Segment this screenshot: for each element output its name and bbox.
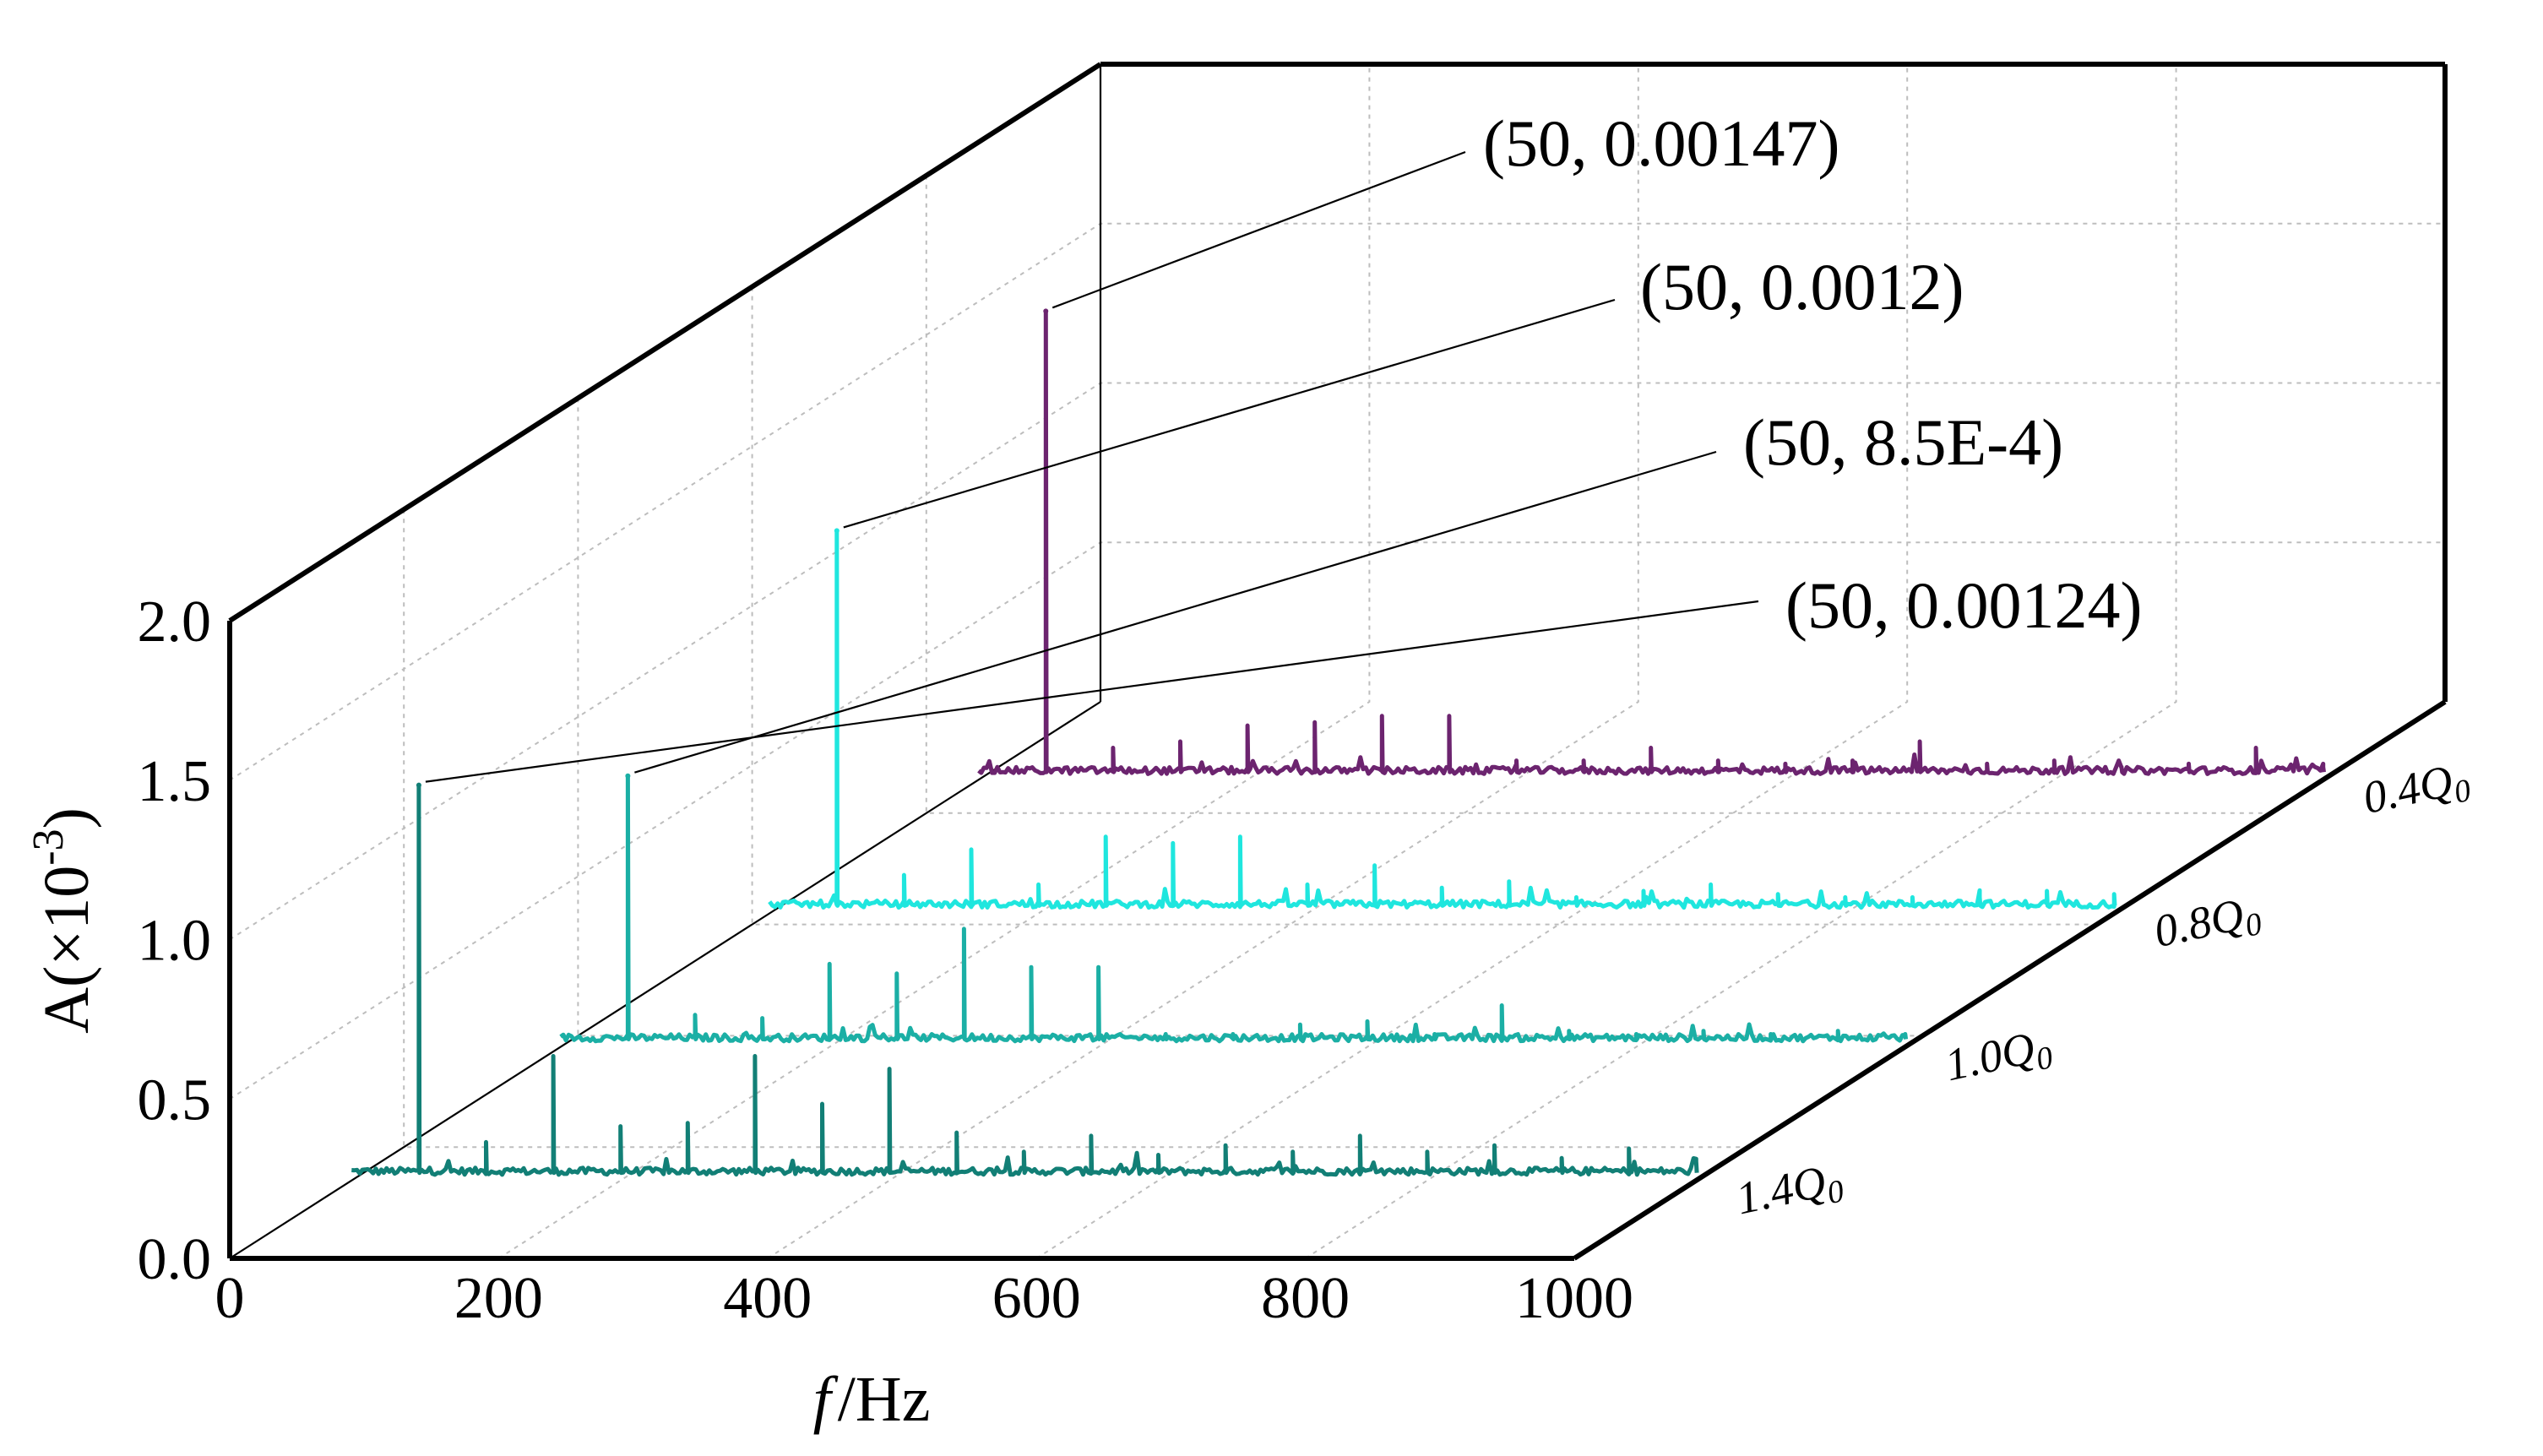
y-axis-label: A(×10-3)	[24, 807, 102, 1034]
y-tick-label-2: 1.0	[138, 909, 212, 974]
gridline-depth-2	[751, 286, 2097, 926]
annotation-label-1.4Q0: (50, 0.00124)	[1785, 568, 2142, 642]
annotation-label-1.0Q0: (50, 8.5E-4)	[1743, 405, 2063, 479]
y-axis-label-main: A(×10	[31, 866, 102, 1034]
grid-layer	[229, 63, 2446, 1259]
annotation-leader-1.0Q0	[634, 450, 1717, 774]
y-tick-label-1: 0.5	[138, 1068, 212, 1133]
gridline-y-4	[229, 63, 2445, 622]
peak-point-1.4Q0	[416, 782, 421, 788]
gridline-y-2	[229, 382, 2445, 941]
gridline-x-4	[1305, 64, 2177, 1259]
x-axis-label: f/Hz	[813, 1364, 931, 1435]
peak-point-0.8Q0	[834, 528, 840, 534]
depth-label-0.4Q0: 0.4Q0	[2359, 752, 2475, 829]
annotation-leader-1.4Q0	[425, 600, 1759, 783]
depth-label-main: 1.0Q	[1941, 1022, 2040, 1090]
y-tick-label-3: 1.5	[138, 749, 212, 814]
x-tick-label-2: 400	[723, 1266, 812, 1331]
annotation-leader-0.8Q0	[843, 298, 1616, 529]
annotation-leader-0.4Q0	[1051, 150, 1466, 309]
series-line-0.8Q0	[768, 528, 2117, 910]
series-0.4Q0: 0.4Q0	[977, 308, 2475, 829]
series-layer: 1.4Q0 1.0Q0 0.8Q0 0.4Q0	[351, 308, 2475, 1231]
x-tick-label-3: 600	[992, 1266, 1081, 1331]
y-tick-label-0: 0.0	[138, 1227, 212, 1292]
depth-label-1.4Q0: 1.4Q0	[1731, 1153, 1847, 1231]
gridline-depth-0	[403, 509, 1749, 1149]
gridline-x-3	[1035, 64, 1909, 1259]
series-line-1.4Q0	[351, 783, 1699, 1177]
x-tick-label-5: 1000	[1515, 1266, 1633, 1331]
depth-label-0.8Q0: 0.8Q0	[2149, 885, 2265, 963]
top-left-depth-edge	[228, 62, 1102, 623]
series-line-0.4Q0	[977, 308, 2326, 776]
gridline-y-3	[229, 222, 2445, 781]
depth-label-main: 0.8Q	[2149, 888, 2248, 957]
peak-point-1.0Q0	[625, 773, 631, 779]
floor-left-depth-edge	[229, 701, 1101, 1259]
depth-label-main: 0.4Q	[2359, 755, 2458, 823]
annotation-layer: (50, 0.00124) (50, 8.5E-4) (50, 0.0012) (50…	[425, 106, 2142, 783]
series-line-1.0Q0	[559, 774, 1909, 1044]
series-1.0Q0: 1.0Q0	[559, 773, 2057, 1097]
y-axis-label-exponent: -3	[24, 829, 73, 865]
x-tick-label-4: 800	[1261, 1266, 1350, 1331]
gridline-x-5	[1573, 64, 2446, 1259]
gridline-x-1	[497, 64, 1371, 1259]
gridline-depth-1	[577, 398, 1923, 1037]
gridline-x-2	[767, 64, 1639, 1259]
y-tick-label-4: 2.0	[138, 589, 212, 655]
depth-label-main: 1.4Q	[1731, 1156, 1830, 1225]
x-axis-label-unit: /Hz	[838, 1364, 931, 1435]
annotation-label-0.4Q0: (50, 0.00147)	[1483, 106, 1839, 180]
floor-right-depth-edge	[1573, 699, 2447, 1261]
annotation-label-0.8Q0: (50, 0.0012)	[1640, 250, 1964, 323]
gridline-depth-3	[925, 175, 2271, 814]
depth-label-1.0Q0: 1.0Q0	[1941, 1019, 2057, 1097]
axes-frame	[227, 62, 2448, 1261]
x-tick-label-0: 0	[215, 1266, 245, 1331]
y-axis-label-close: )	[31, 807, 102, 829]
x-axis-label-italic: f	[813, 1364, 839, 1435]
x-tick-label-1: 200	[454, 1266, 543, 1331]
tick-layer: 0 200 400 600 800 1000 0.0 0.5 1.0 1.5 2.0	[138, 589, 1634, 1331]
peak-point-0.4Q0	[1043, 308, 1049, 314]
